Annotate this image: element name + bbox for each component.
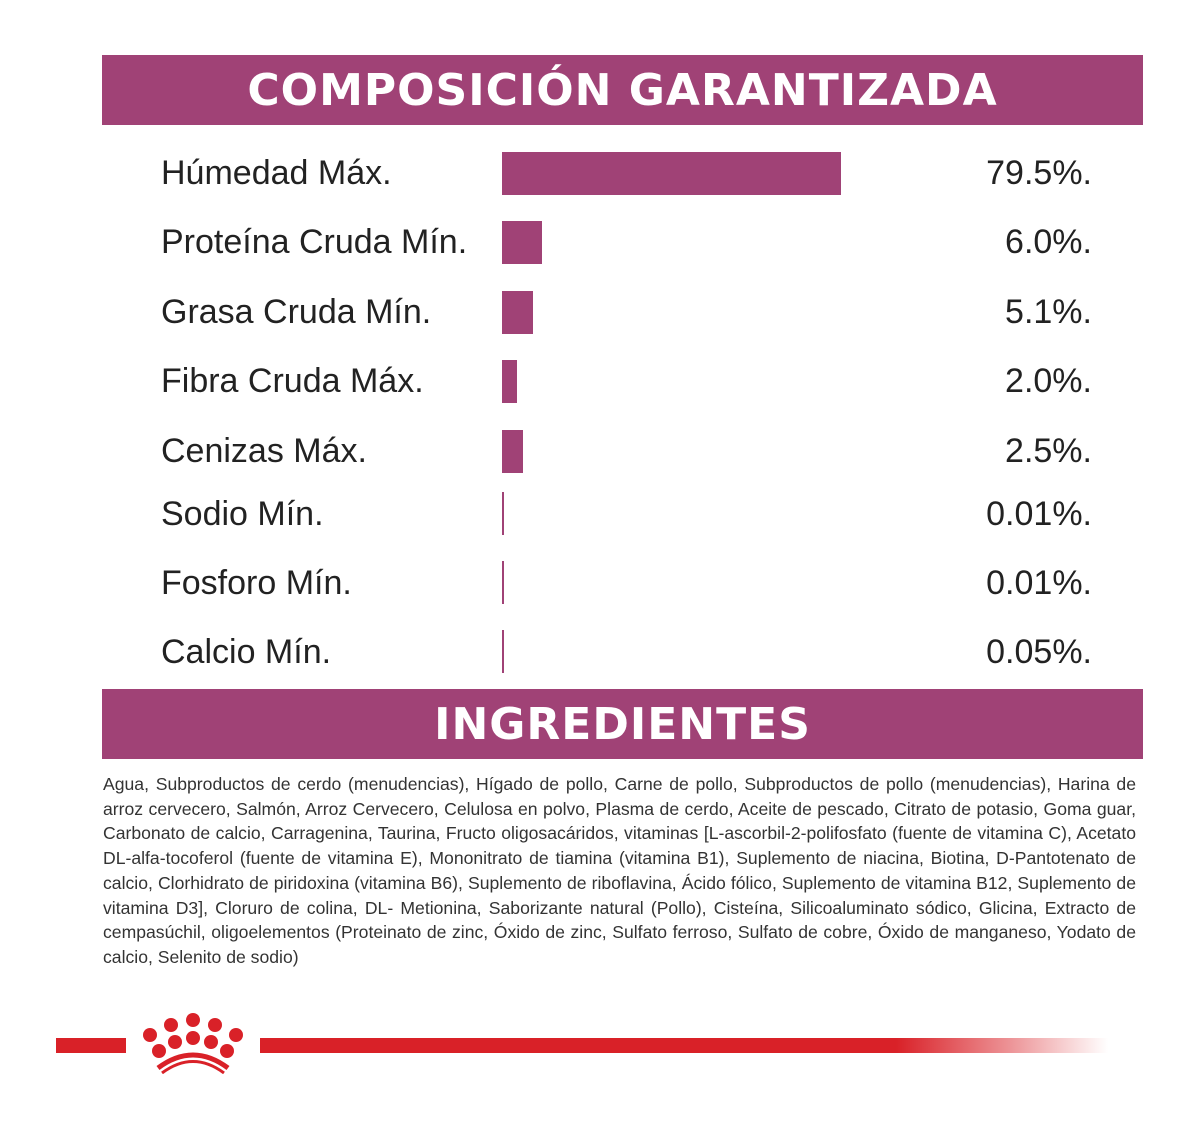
footer-divider-left xyxy=(56,1038,126,1053)
row-value: 5.1%. xyxy=(1005,293,1092,331)
row-value: 0.01%. xyxy=(986,495,1092,533)
row-label: Sodio Mín. xyxy=(161,495,324,533)
row-label: Grasa Cruda Mín. xyxy=(161,293,432,331)
chart-row-grasa: Grasa Cruda Mín. 5.1%. xyxy=(0,282,1200,342)
ingredients-header: INGREDIENTES xyxy=(102,689,1143,759)
row-label: Calcio Mín. xyxy=(161,633,332,671)
bar xyxy=(502,561,504,604)
bar xyxy=(502,152,841,195)
chart-row-humedad: Húmedad Máx. 79.5%. xyxy=(0,143,1200,203)
ingredients-text: Agua, Subproductos de cerdo (menudencias… xyxy=(103,774,1136,967)
row-value: 0.01%. xyxy=(986,564,1092,602)
chart-row-sodio: Sodio Mín. 0.01%. xyxy=(0,484,1200,544)
royal-canin-crown-icon xyxy=(143,1013,243,1074)
row-label: Cenizas Máx. xyxy=(161,432,367,470)
composition-header: COMPOSICIÓN GARANTIZADA xyxy=(102,55,1143,125)
row-value: 2.5%. xyxy=(1005,432,1092,470)
row-value: 2.0%. xyxy=(1005,362,1092,400)
bar xyxy=(502,492,504,535)
bar xyxy=(502,360,517,403)
row-label: Húmedad Máx. xyxy=(161,154,392,192)
row-label: Proteína Cruda Mín. xyxy=(161,223,468,261)
row-value: 0.05%. xyxy=(986,633,1092,671)
bar xyxy=(502,630,504,673)
chart-row-calcio: Calcio Mín. 0.05%. xyxy=(0,622,1200,682)
chart-row-fibra: Fibra Cruda Máx. 2.0%. xyxy=(0,351,1200,411)
row-value: 79.5%. xyxy=(986,154,1092,192)
row-label: Fibra Cruda Máx. xyxy=(161,362,424,400)
bar xyxy=(502,430,523,473)
chart-row-cenizas: Cenizas Máx. 2.5%. xyxy=(0,421,1200,481)
chart-row-proteina: Proteína Cruda Mín. 6.0%. xyxy=(0,212,1200,272)
footer-divider-right xyxy=(260,1038,1108,1053)
bar xyxy=(502,221,542,264)
row-value: 6.0%. xyxy=(1005,223,1092,261)
chart-row-fosforo: Fosforo Mín. 0.01%. xyxy=(0,553,1200,613)
bar xyxy=(502,291,533,334)
row-label: Fosforo Mín. xyxy=(161,564,352,602)
